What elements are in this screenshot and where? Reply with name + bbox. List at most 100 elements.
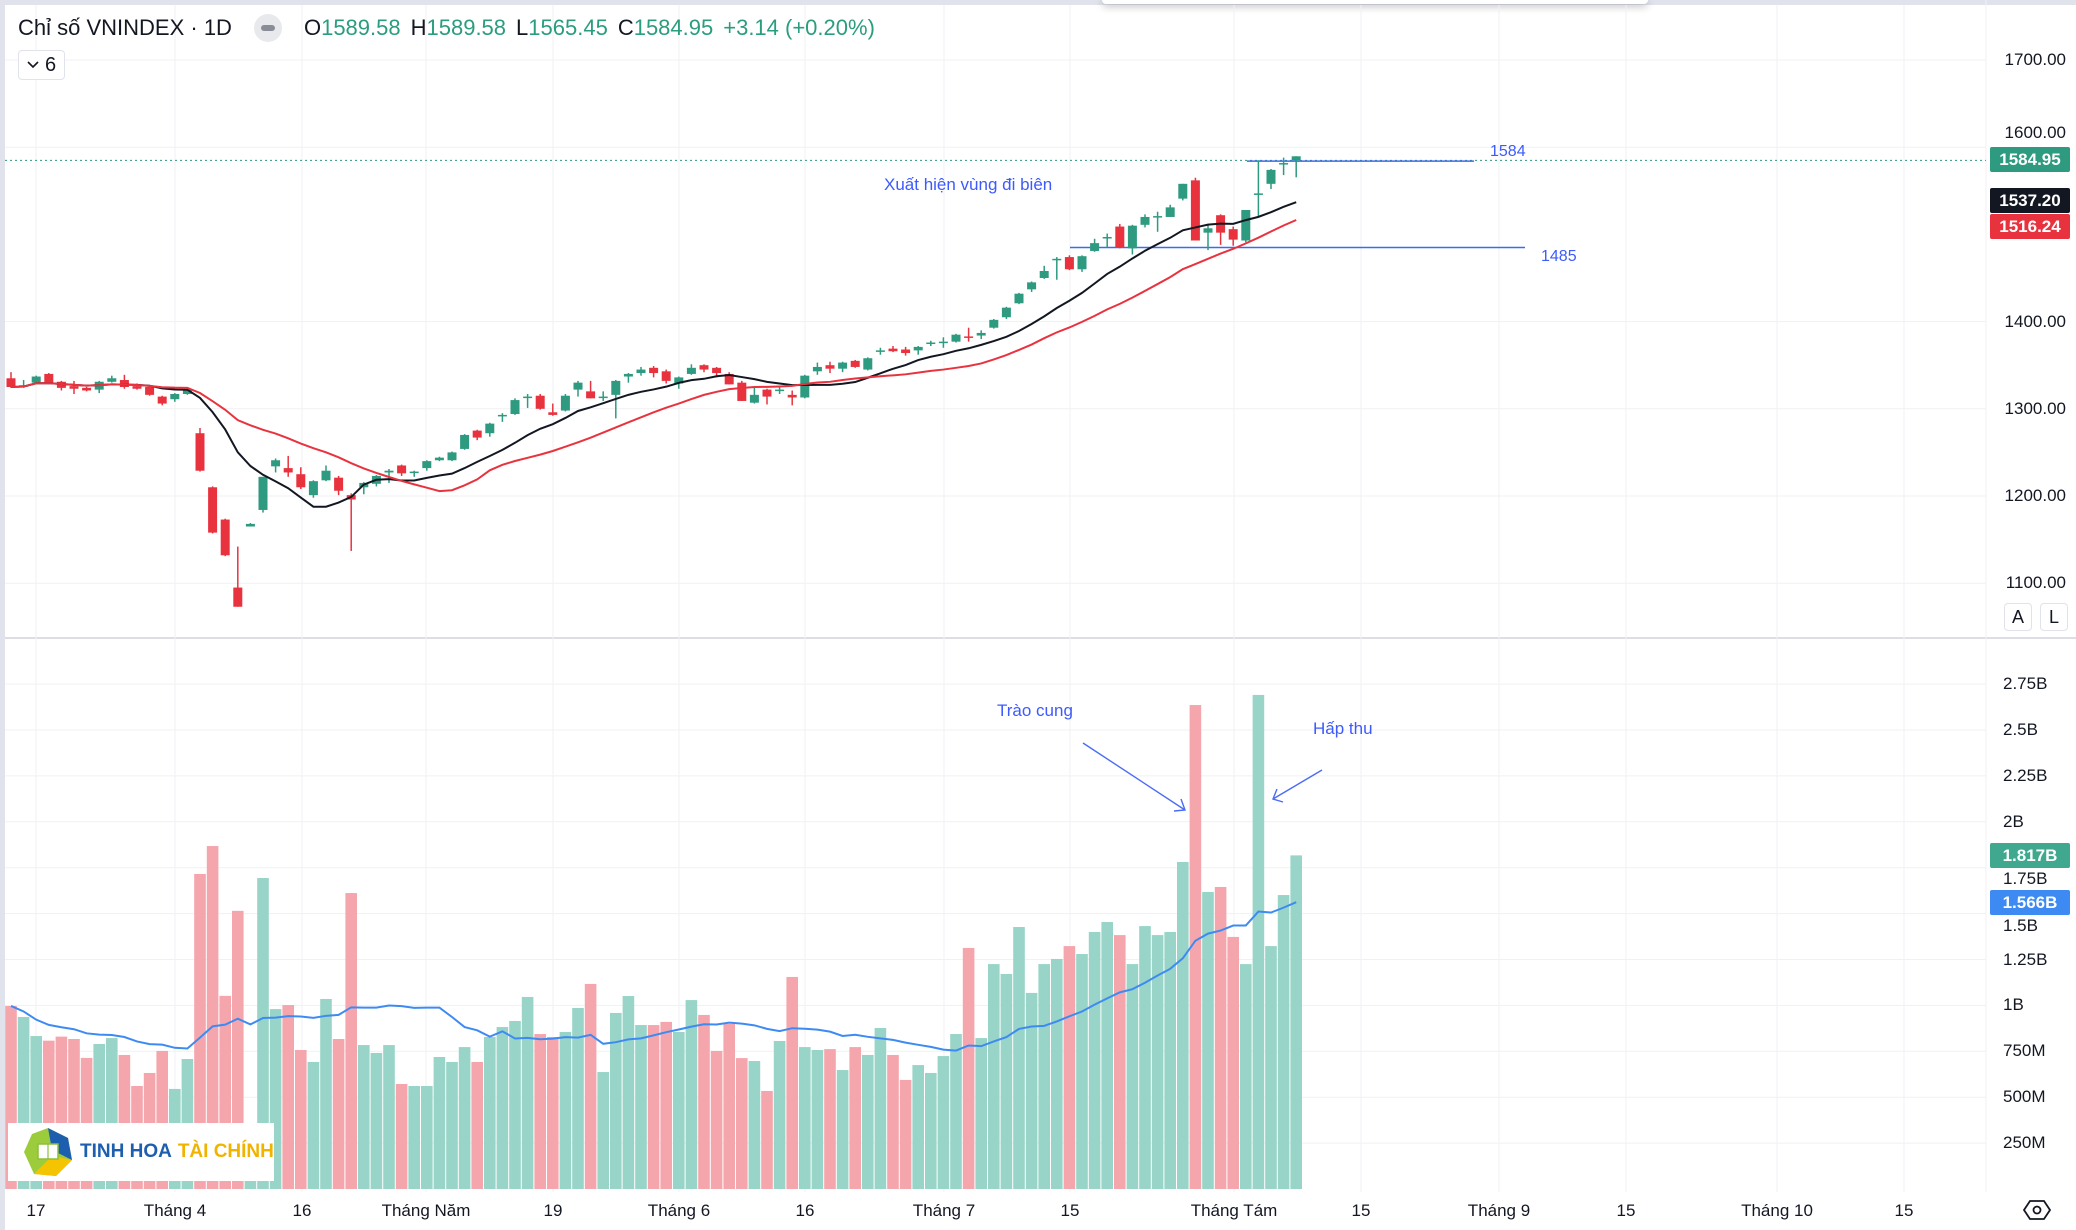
candle-body	[1266, 169, 1276, 184]
candle-body	[283, 468, 293, 473]
volume-bar	[408, 1086, 420, 1189]
volume-bar	[1214, 886, 1227, 1189]
candle	[623, 373, 633, 383]
symbol-title[interactable]: Chỉ số VNINDEX · 1D	[18, 15, 232, 40]
volume-bar	[43, 1040, 55, 1189]
volume-bar	[1177, 862, 1189, 1189]
hline-label-1485[interactable]: 1485	[1541, 248, 1577, 265]
arrow-head	[1173, 798, 1186, 812]
annotation-volume-spike[interactable]: Trào cung	[997, 701, 1073, 720]
brand-logo: TINH HOA TÀI CHÍNH	[8, 1123, 274, 1181]
candle	[1153, 211, 1163, 232]
candle	[409, 470, 419, 477]
indicators-collapse-button[interactable]: 6	[18, 50, 66, 80]
candle-body	[107, 378, 117, 382]
candle	[82, 387, 92, 392]
candle	[510, 398, 520, 415]
candle-body	[145, 387, 155, 395]
candle-body	[636, 369, 646, 374]
price-tick-label: 1100.00	[2005, 573, 2066, 593]
last-price-tag: 1584.95	[1990, 147, 2070, 172]
candle-body	[208, 487, 218, 533]
candle	[44, 373, 54, 383]
candle	[334, 475, 344, 496]
arrow-line	[1082, 742, 1186, 811]
candle-body	[1228, 229, 1238, 240]
volume-bar	[282, 1005, 294, 1189]
candle-body	[1153, 216, 1163, 218]
candle-body	[611, 380, 621, 395]
volume-bar	[1114, 935, 1126, 1189]
auto-scale-button[interactable]: A	[2004, 603, 2032, 631]
candle-body	[875, 350, 885, 352]
volume-bars	[5, 694, 1302, 1189]
candle	[749, 387, 759, 404]
volume-tick-label: 2.5B	[2003, 720, 2038, 739]
volume-bar	[345, 893, 357, 1189]
volume-ma-tag: 1.566B	[1990, 890, 2070, 915]
low-key: L	[516, 15, 529, 40]
candle-body	[409, 471, 419, 474]
candle	[220, 518, 230, 557]
candles	[6, 156, 1301, 607]
candle-body	[1279, 163, 1289, 165]
candle	[1027, 281, 1037, 292]
volume-bar	[1063, 946, 1076, 1189]
gear-icon[interactable]	[2022, 1198, 2052, 1222]
candle-body	[661, 371, 671, 381]
time-tick-label: 16	[795, 1201, 815, 1220]
top-border	[0, 0, 2076, 5]
volume-bar	[899, 1079, 912, 1189]
hline-label-1584[interactable]: 1584	[1490, 143, 1526, 160]
volume-bar	[799, 1047, 811, 1189]
candle	[573, 380, 583, 397]
brand-text-1: TINH HOA	[80, 1141, 172, 1162]
annotation-arrows	[1082, 742, 1323, 812]
candle	[233, 546, 243, 607]
visibility-toggle[interactable]	[253, 14, 282, 42]
time-tick-label: Tháng 7	[912, 1201, 976, 1220]
volume-bar	[433, 1056, 446, 1189]
volume-bar	[874, 1027, 887, 1189]
volume-bar	[269, 1009, 282, 1189]
volume-bar	[925, 1072, 937, 1189]
volume-bar	[534, 1034, 546, 1189]
candle	[434, 456, 444, 462]
volume-bar	[206, 846, 219, 1189]
price-tick-label: 1200.00	[2004, 486, 2066, 505]
open-value: 1589.58	[321, 15, 401, 40]
volume-bar	[156, 1050, 168, 1189]
candle	[460, 434, 470, 450]
volume-bar	[761, 1090, 773, 1189]
annotation-price-zone[interactable]: Xuất hiện vùng đi biên	[884, 175, 1053, 194]
volume-bar	[622, 996, 635, 1189]
volume-bar	[862, 1054, 874, 1189]
candle	[560, 393, 570, 412]
volume-bar	[496, 1027, 509, 1189]
candle-body	[220, 519, 230, 556]
volume-bar	[1240, 964, 1252, 1189]
volume-bar	[887, 1054, 899, 1189]
candle	[1077, 255, 1087, 272]
candle-body	[271, 460, 281, 467]
volume-bar	[572, 1007, 584, 1189]
candle-body	[195, 433, 205, 471]
log-scale-button[interactable]: L	[2040, 603, 2068, 631]
candle	[170, 393, 180, 402]
candle	[661, 369, 671, 384]
volume-bar	[824, 1049, 836, 1189]
volume-bar	[584, 983, 597, 1189]
candle-body	[1115, 226, 1125, 248]
candle-body	[1178, 183, 1188, 199]
volume-bar	[597, 1072, 609, 1189]
volume-bar	[17, 1016, 30, 1189]
candle-body	[1001, 307, 1011, 318]
candle	[938, 337, 948, 348]
volume-tick-label: 250M	[2003, 1133, 2046, 1153]
candle	[1165, 204, 1175, 217]
annotation-volume-absorb[interactable]: Hấp thu	[1313, 719, 1373, 738]
candle	[649, 366, 659, 378]
candle-body	[712, 367, 722, 374]
candle-body	[485, 423, 495, 434]
